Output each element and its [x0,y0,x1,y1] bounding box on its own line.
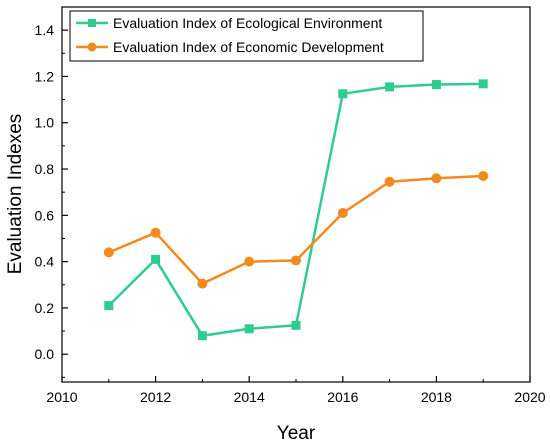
y-tick-label: 0.4 [35,254,55,270]
data-point-ecological [291,320,301,330]
y-tick-label: 1.4 [35,22,55,38]
legend-box [69,10,424,62]
data-point-economic [478,170,489,181]
series-line-ecological [107,82,484,337]
y-tick-label: 0.8 [35,161,55,177]
data-point-economic [103,247,114,258]
data-point-economic [431,173,442,184]
data-point-economic [384,176,395,187]
x-tick-label: 2012 [140,389,171,405]
x-axis-ticks: 2010 2012 2014 2016 2018 2020 [46,376,546,405]
data-point-ecological [197,331,207,341]
y-axis-label: Evaluation Indexes [5,114,26,275]
x-tick-label: 2016 [327,389,358,405]
legend-item-economic: Evaluation Index of Economic Development [76,39,384,55]
legend-item-ecological: Evaluation Index of Ecological Environme… [76,15,382,31]
y-tick-label: 0.0 [35,346,55,362]
legend-label-economic: Evaluation Index of Economic Development [113,39,384,55]
series-layer [103,79,489,341]
data-point-ecological [478,79,488,89]
series-line-economic [108,174,484,285]
data-point-economic [337,208,348,219]
x-tick-label: 2010 [46,389,77,405]
y-tick-label: 0.6 [35,207,55,223]
x-tick-label: 2018 [421,389,452,405]
data-point-ecological [244,324,254,334]
x-tick-label: 2014 [234,389,265,405]
x-axis-label: Year [277,423,316,444]
data-point-ecological [151,254,161,264]
data-point-economic [291,255,301,266]
data-point-economic [244,256,255,267]
data-point-economic [150,227,161,238]
y-tick-label: 1.2 [35,68,55,84]
data-point-ecological [104,301,114,311]
data-point-ecological [431,80,441,90]
data-point-economic [197,278,208,289]
legend: Evaluation Index of Ecological Environme… [69,10,424,62]
x-tick-label: 2020 [514,389,545,405]
legend-label-ecological: Evaluation Index of Ecological Environme… [113,15,382,31]
y-tick-label: 0.2 [35,300,55,316]
legend-marker-circle [87,42,97,52]
data-point-ecological [385,82,395,92]
y-axis-ticks: 0.0 0.2 0.4 0.6 0.8 1.0 1.2 1.4 [35,22,68,378]
legend-marker-square [88,19,96,27]
y-tick-label: 1.0 [35,115,55,131]
data-point-ecological [338,89,348,99]
